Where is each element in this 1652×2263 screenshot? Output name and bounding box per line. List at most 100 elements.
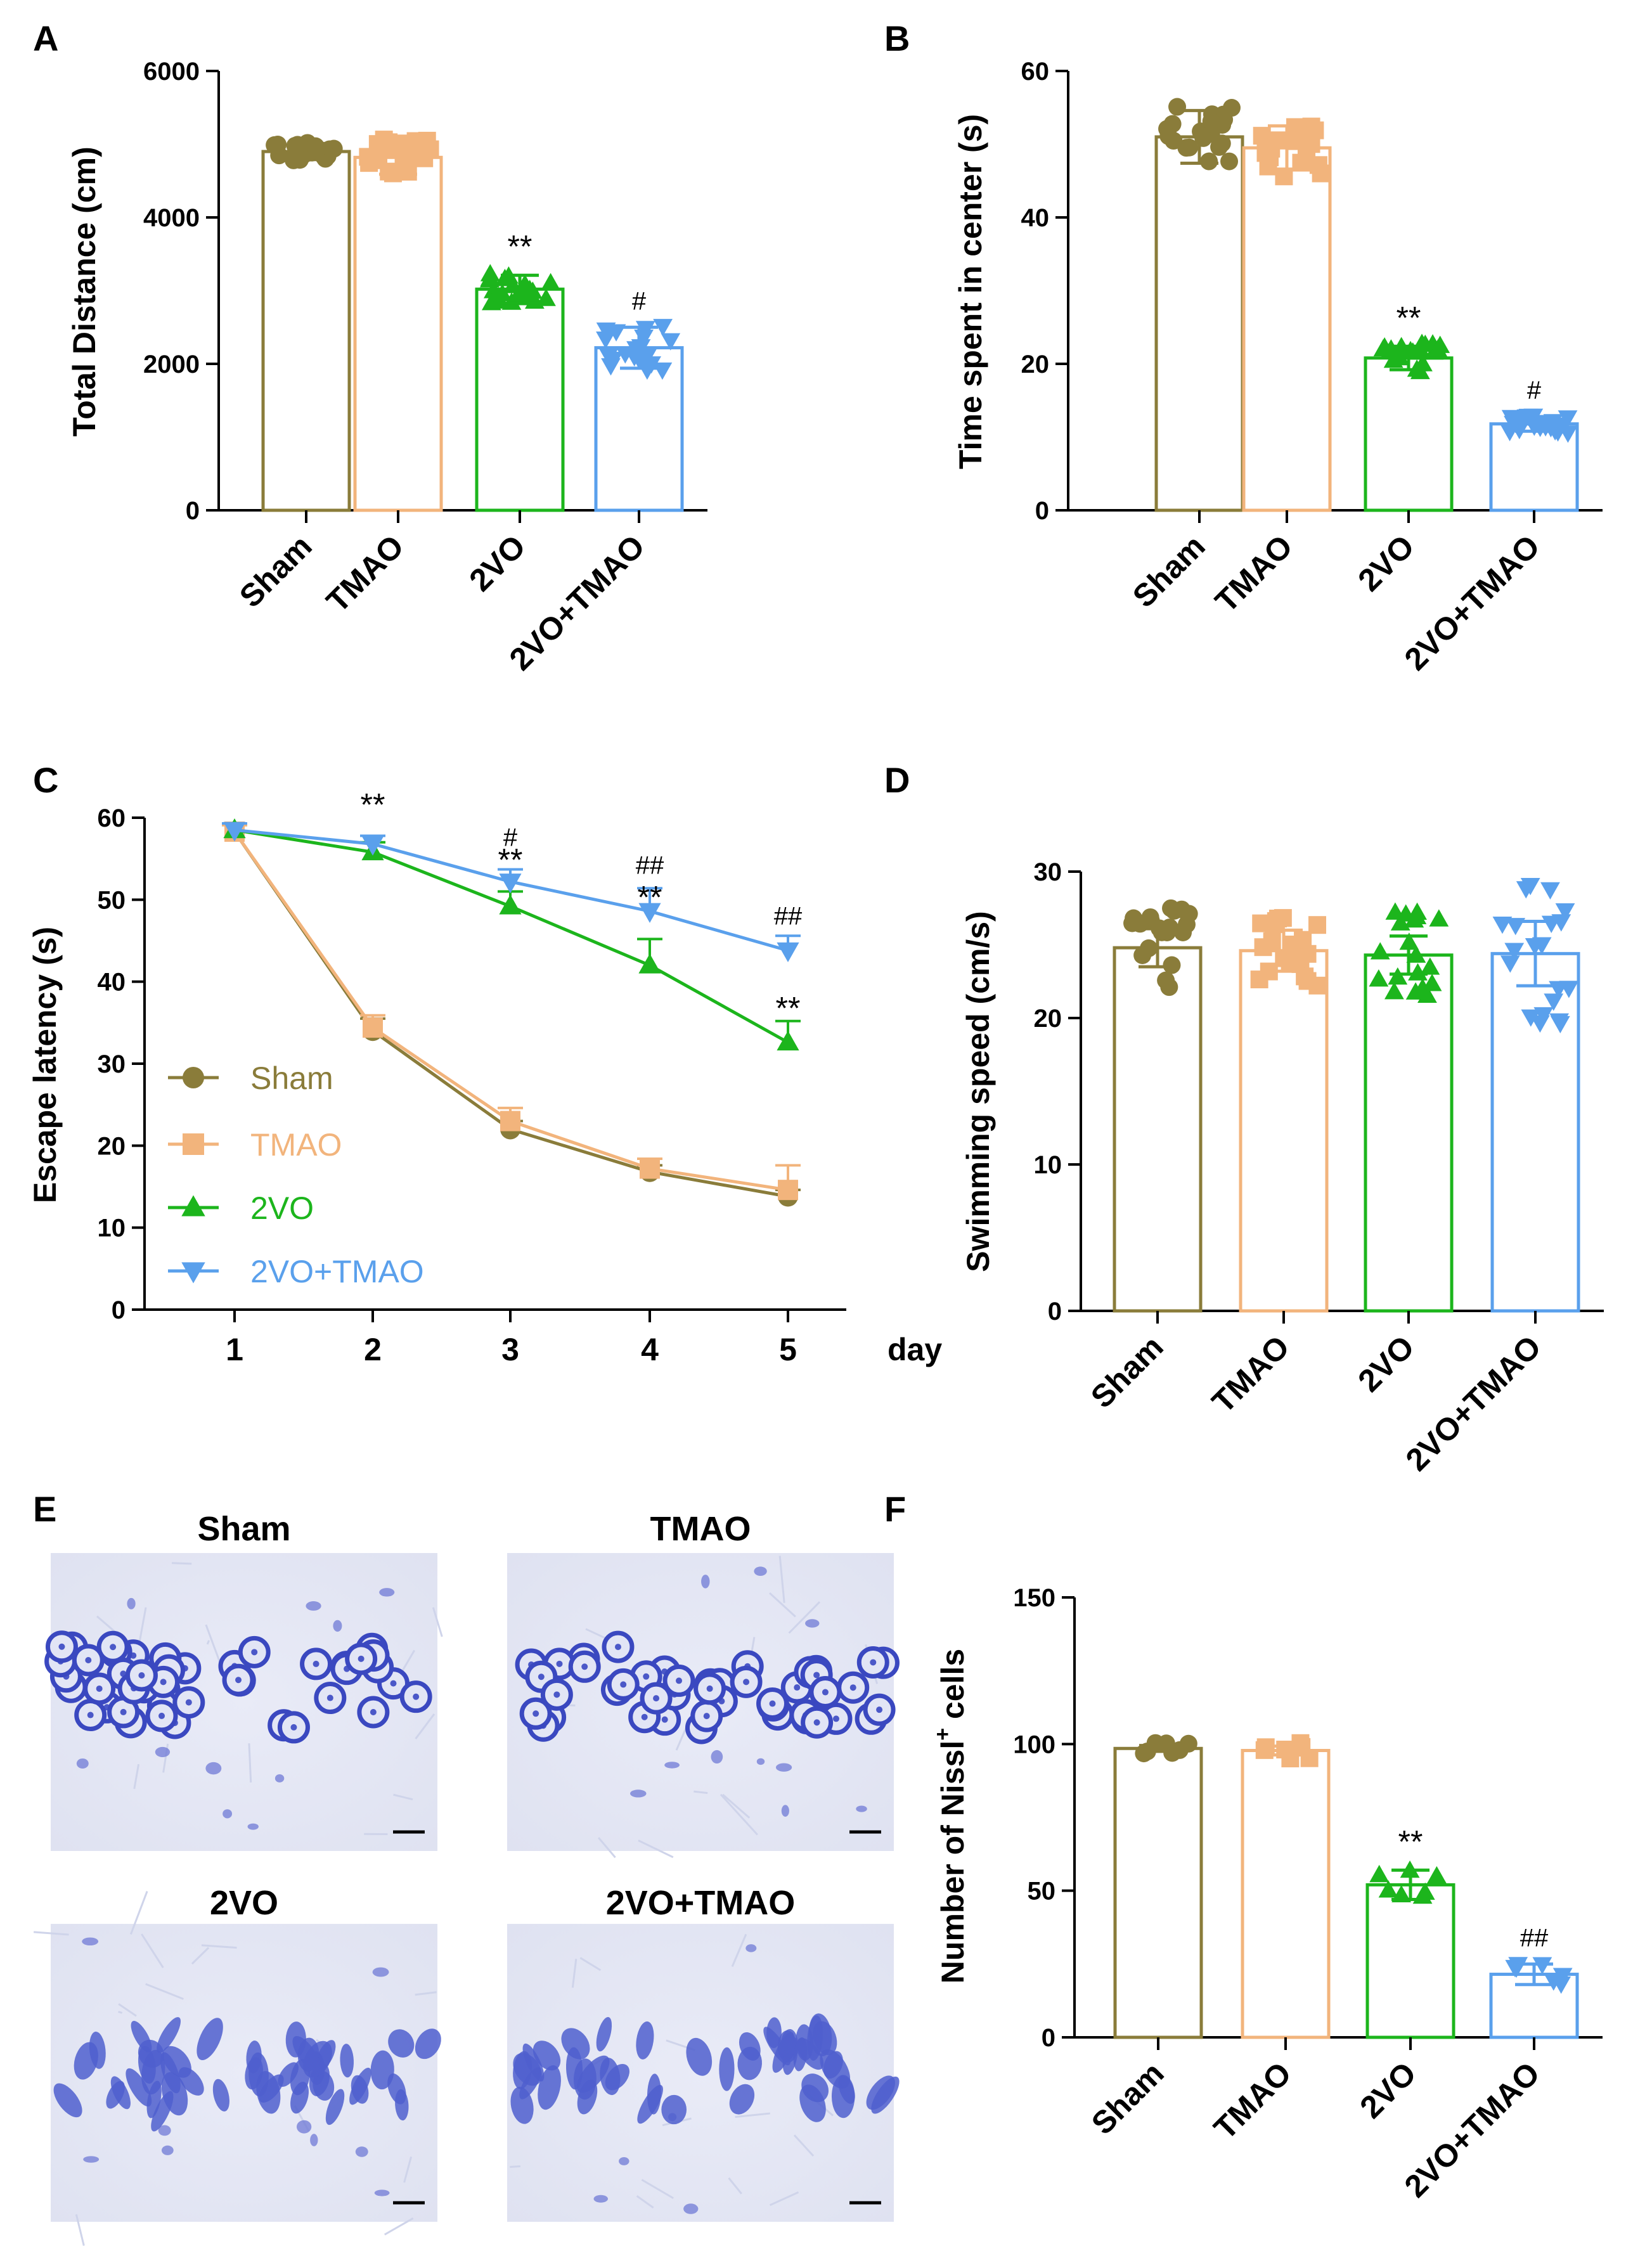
data-point: [1222, 99, 1241, 117]
data-point: [480, 268, 500, 286]
tissue-fibre: [415, 1991, 437, 1996]
glial-cell: [296, 2120, 312, 2134]
category-label: Sham: [1084, 1329, 1170, 1415]
data-point: [1426, 1866, 1447, 1884]
neuron-cell: [637, 2085, 663, 2124]
neuron-nucleolus: [553, 1691, 560, 1698]
glial-cell: [355, 2146, 368, 2157]
neuron-nucleolus: [158, 1712, 165, 1719]
data-point: [1378, 1880, 1398, 1898]
data-point: [1370, 942, 1390, 960]
tissue-fibre: [641, 2179, 674, 2200]
micrograph-title: TMAO: [650, 1510, 751, 1548]
data-point: [638, 903, 661, 923]
neuron-cell: [636, 2021, 654, 2060]
data-point: [1179, 1734, 1197, 1753]
y-axis-label: Swimming speed (cm/s): [960, 911, 996, 1272]
category-label: Sham: [1085, 2055, 1171, 2141]
x-tick-label: 2: [364, 1332, 382, 1367]
tissue-fibre: [731, 1933, 747, 1967]
data-point: [541, 273, 561, 290]
y-axis-label-main: Number of Nissl: [935, 1741, 971, 1983]
category-label: 2VO: [1351, 1329, 1421, 1398]
neuron-nucleolus: [661, 1716, 668, 1723]
significance-mark: **: [508, 229, 532, 264]
neuron-cell: [871, 2076, 900, 2114]
neuron-nucleolus: [743, 1679, 750, 1686]
neuron-nucleolus: [641, 1713, 648, 1720]
category-label: 2VO+TMAO: [1398, 528, 1547, 677]
neuron-nucleolus: [832, 1715, 839, 1722]
data-point: [1301, 131, 1320, 149]
data-point: [1430, 335, 1450, 353]
tissue-fibre: [432, 1607, 443, 1637]
tissue-fibre: [393, 1793, 413, 1801]
y-tick-label: 0: [112, 1296, 126, 1324]
y-axis-label: Time spent in center (s): [953, 114, 988, 469]
data-point: [615, 346, 635, 364]
legend-label: TMAO: [250, 1127, 342, 1163]
data-point: [1388, 967, 1408, 985]
neuron-nucleolus: [390, 1680, 397, 1687]
data-point: [1555, 903, 1575, 921]
data-point: [1532, 1957, 1552, 1975]
annotation: **: [638, 880, 662, 915]
tissue-fibre: [75, 2214, 85, 2246]
neuron-cell: [110, 2076, 131, 2110]
glial-cell: [76, 1758, 89, 1769]
y-tick-label: 0: [1048, 1298, 1062, 1325]
neuron-nucleolus: [138, 1672, 145, 1679]
neuron-cell: [809, 2013, 832, 2056]
neuron-nucleolus: [85, 1656, 92, 1663]
x-tick-label: 5: [779, 1332, 797, 1367]
y-tick-label: 50: [98, 886, 126, 914]
data-point: [1194, 129, 1213, 147]
data-point: [1390, 913, 1410, 931]
data-point: [1300, 1749, 1319, 1767]
neuron-nucleolus: [794, 1684, 801, 1691]
neuron-nucleolus: [96, 1685, 103, 1692]
data-point: [1410, 340, 1431, 358]
tissue-fibre: [675, 1727, 687, 1751]
glial-cell: [711, 1750, 723, 1764]
data-point: [1146, 1734, 1165, 1752]
data-point: [495, 269, 515, 287]
data-point: [661, 333, 681, 351]
neuron-nucleolus: [538, 1673, 545, 1680]
data-point: [363, 1017, 383, 1038]
glial-cell: [158, 2125, 171, 2136]
data-point: [508, 285, 528, 302]
data-point: [1168, 98, 1187, 116]
data-point: [777, 942, 799, 962]
tissue-fibre: [384, 2217, 414, 2236]
data-point: [1558, 425, 1578, 443]
neuron-cell: [160, 2052, 181, 2094]
panel-d: D 0 10 20 30 Swimming speed (cm/s) Sham TMAO 2VO…: [884, 760, 1604, 1478]
data-point: [306, 137, 325, 155]
neuron-nucleolus: [769, 1700, 776, 1707]
panel-b: B 0 20 40 60 Time spent in center (s) ShamTMAO…: [884, 18, 1603, 677]
data-point: [1268, 910, 1287, 928]
data-point: [596, 332, 616, 349]
glial-cell: [745, 1944, 757, 1952]
tissue-fibre: [769, 2191, 799, 2207]
data-point: [1180, 905, 1198, 923]
neuron-nucleolus: [822, 1689, 829, 1696]
data-point: [399, 162, 417, 181]
glial-cell: [374, 2189, 390, 2196]
annotation: **: [361, 787, 385, 823]
significance-mark: **: [1397, 300, 1421, 335]
data-point: [1559, 981, 1579, 998]
y-tick-label: 4000: [143, 204, 200, 232]
tissue-fibre: [579, 1957, 602, 1971]
glial-cell: [161, 2145, 174, 2155]
tissue-fibre: [778, 1556, 785, 1603]
y-tick-label: 150: [1013, 1584, 1055, 1612]
data-point: [631, 339, 651, 357]
data-point: [1429, 909, 1449, 927]
panel-label: E: [33, 1489, 56, 1529]
glial-cell: [701, 1575, 710, 1589]
glial-cell: [805, 1619, 820, 1628]
annotation: **: [776, 990, 801, 1026]
